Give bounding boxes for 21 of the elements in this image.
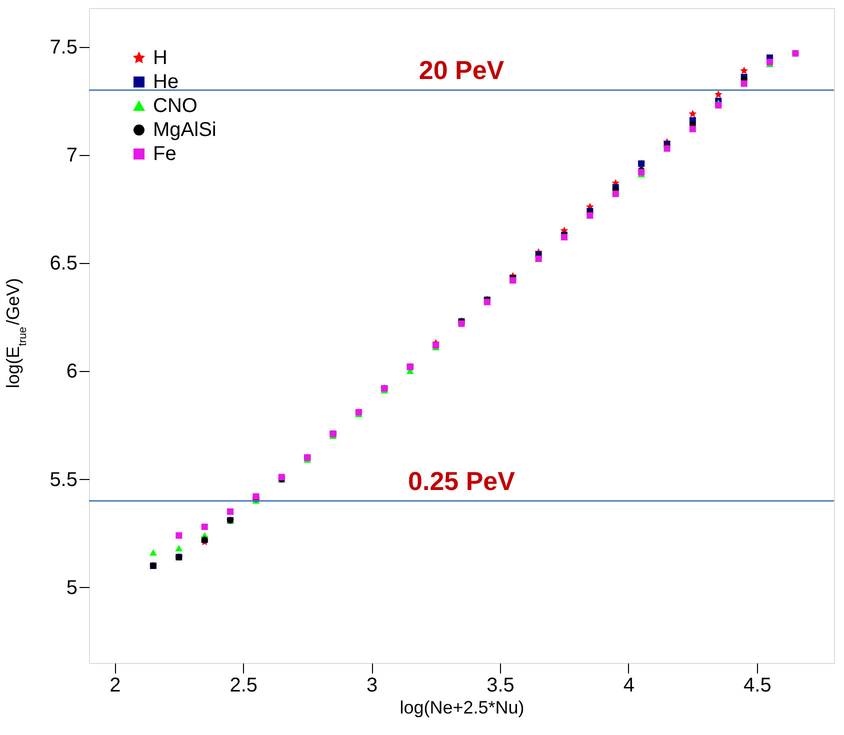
y-tick-label: 5 bbox=[66, 576, 78, 599]
legend-label: MgAlSi bbox=[153, 119, 216, 141]
legend-label: Fe bbox=[153, 143, 176, 165]
x-tick-label: 3.5 bbox=[486, 674, 514, 696]
y-tick-label: 5.5 bbox=[50, 468, 78, 491]
x-tick-label: 2 bbox=[110, 674, 121, 696]
x-tick-label: 4 bbox=[623, 674, 635, 696]
ref-line-label: 0.25 PeV bbox=[408, 466, 516, 496]
y-tick-label: 6.5 bbox=[50, 252, 78, 275]
y-tick-label: 7.5 bbox=[50, 36, 78, 58]
legend-label: CNO bbox=[153, 95, 198, 117]
x-tick-label: 4.5 bbox=[744, 674, 772, 696]
y-tick-label: 6 bbox=[66, 360, 78, 383]
y-axis-title: log(Etrue/GeV) bbox=[3, 278, 29, 388]
x-tick-label: 3 bbox=[366, 674, 378, 696]
y-tick-label: 7 bbox=[66, 144, 78, 166]
legend-label: H bbox=[153, 47, 168, 69]
x-tick-label: 2.5 bbox=[230, 674, 258, 696]
legend-label: He bbox=[153, 71, 179, 93]
x-axis-title: log(Ne+2.5*Nu) bbox=[400, 698, 524, 718]
ref-line-label: 20 PeV bbox=[418, 55, 505, 86]
